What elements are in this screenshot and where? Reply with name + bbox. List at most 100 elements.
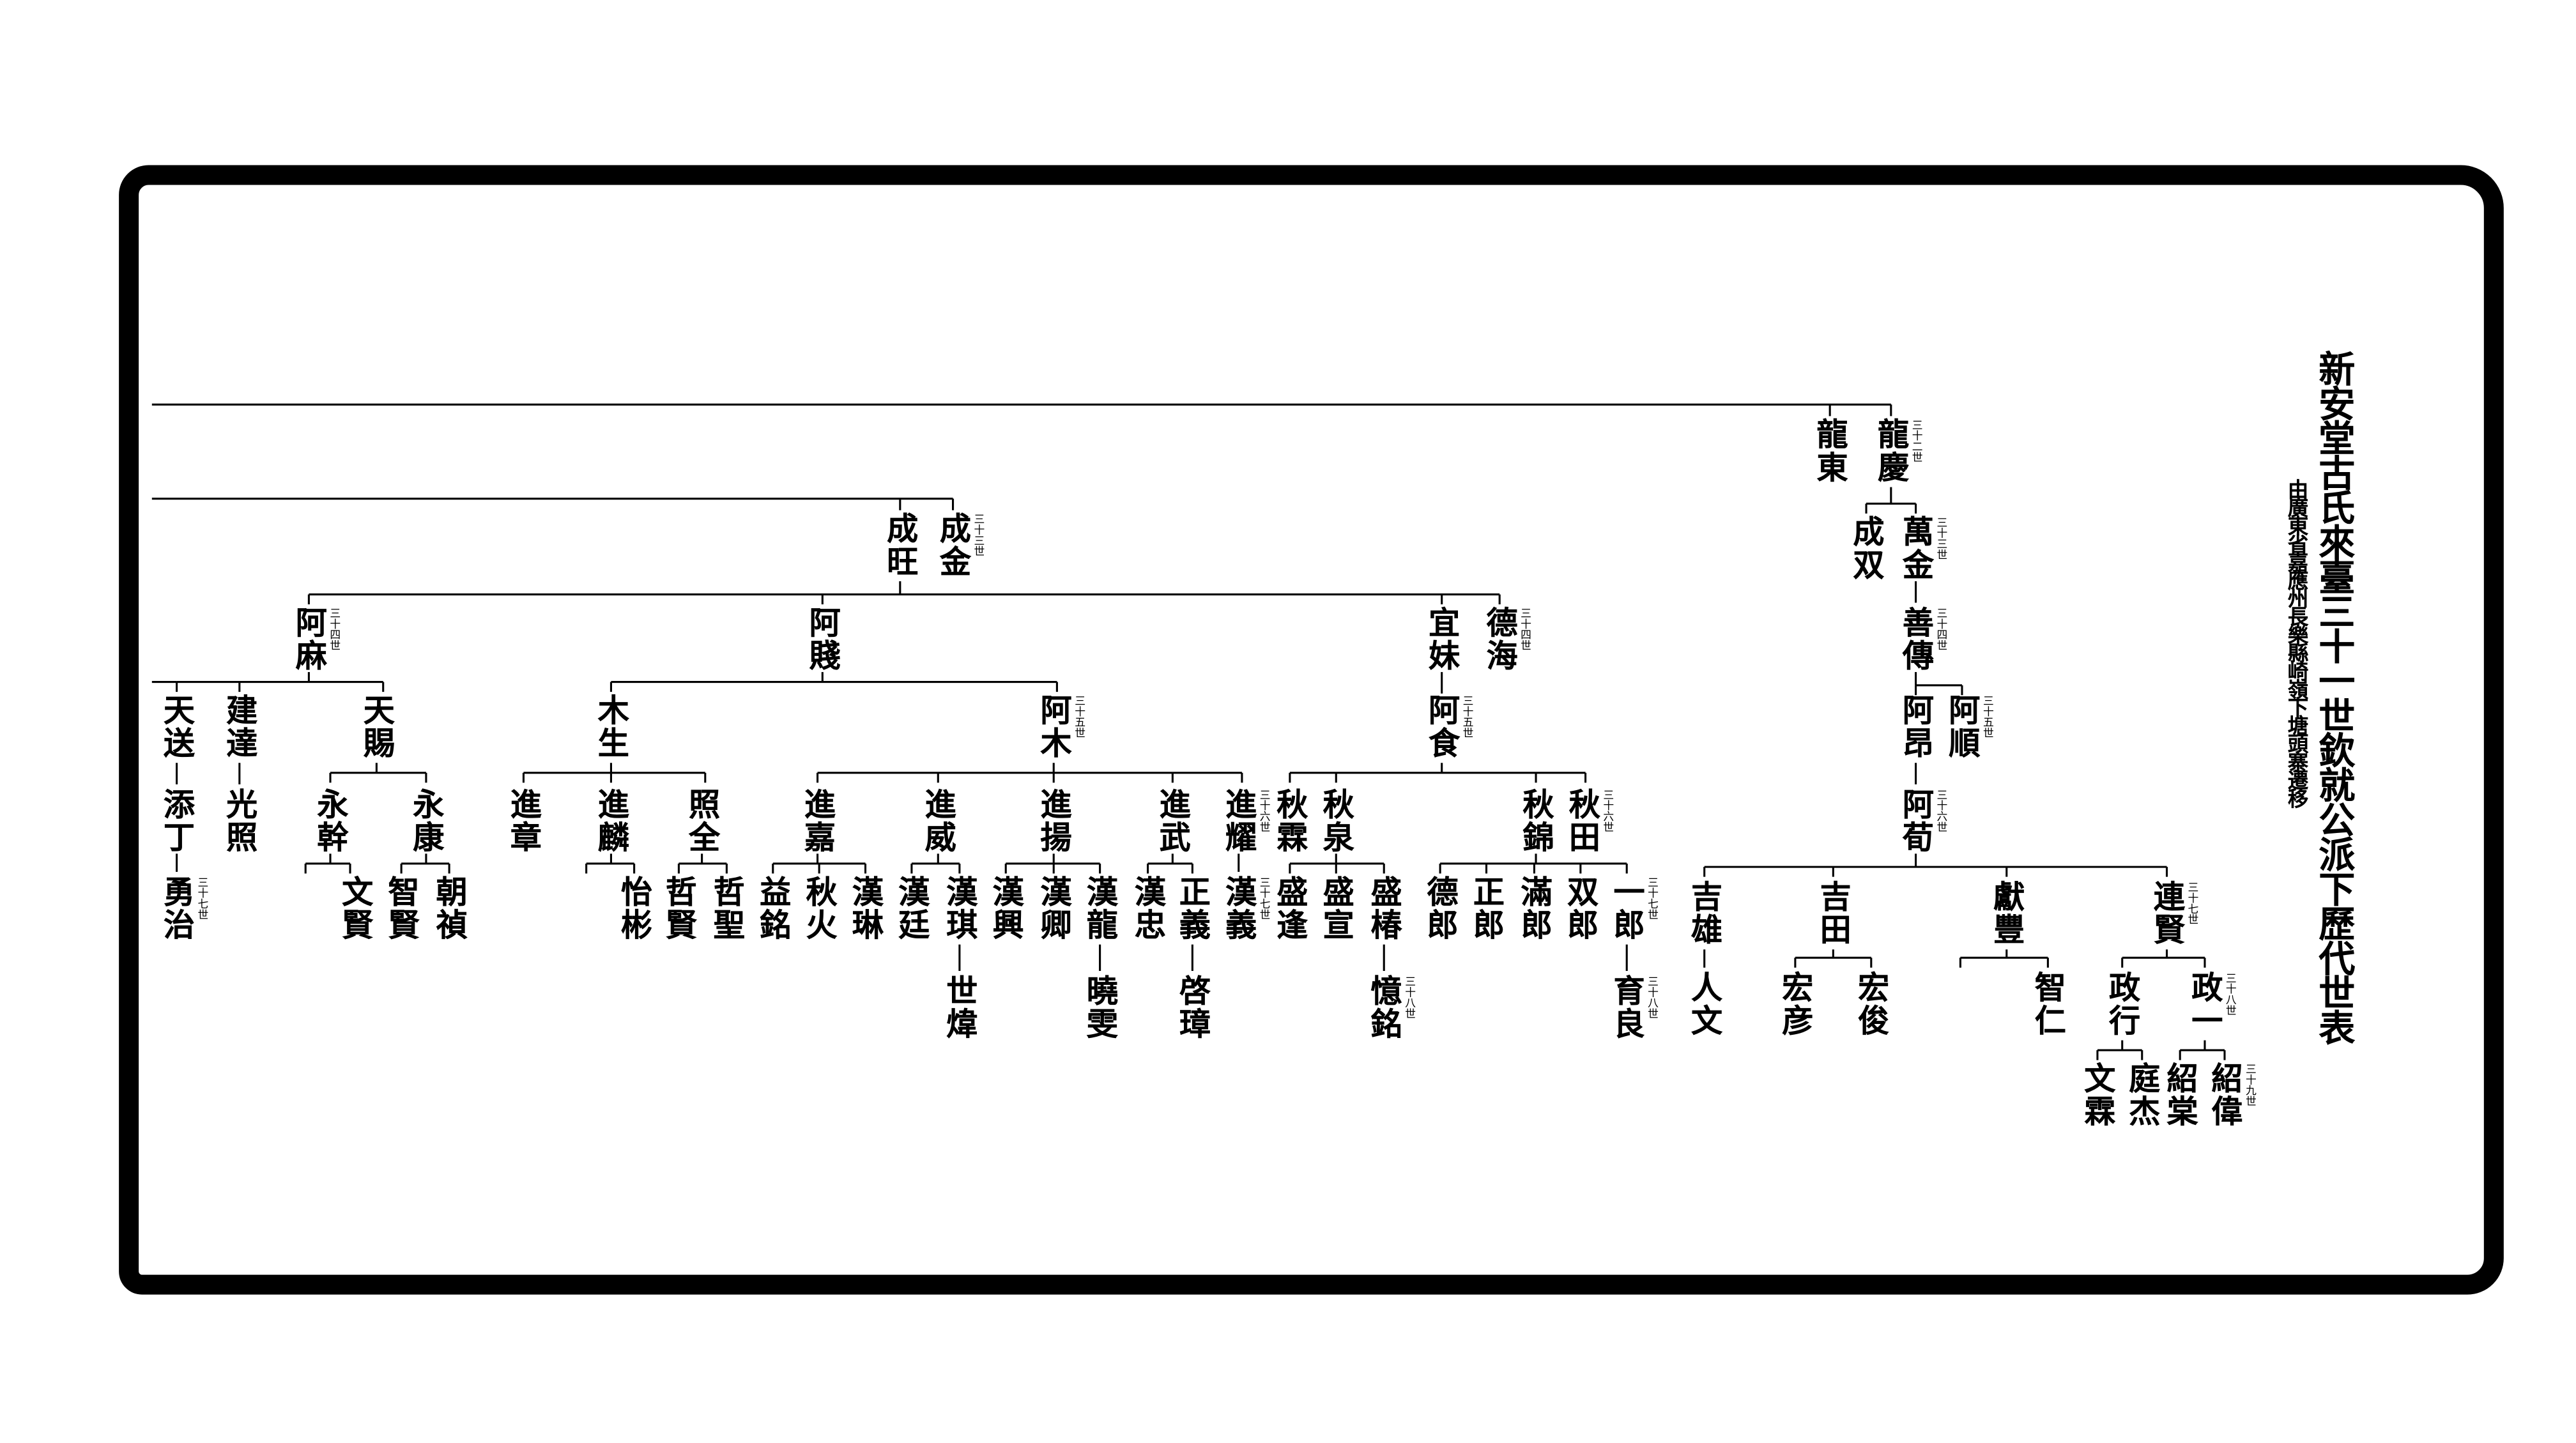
person-tianding: 添丁	[158, 788, 195, 854]
generation-label: 三十七世	[2184, 882, 2198, 925]
generation-label: 三十四世	[326, 607, 341, 651]
person-shaotang: 紹棠	[2161, 1062, 2198, 1128]
person-jinwu: 進武	[1154, 788, 1191, 854]
generation-label: 三十九世	[2242, 1063, 2257, 1106]
person-musheng: 木生	[593, 693, 629, 760]
person-jixiong: 吉雄	[1686, 880, 1723, 947]
person-wanjin: 萬金	[1897, 515, 1935, 581]
person-zhiren: 智仁	[2029, 970, 2066, 1037]
person-wenxian: 文賢	[337, 875, 374, 942]
person-ashun: 阿順	[1943, 693, 1981, 760]
person-yongkang: 永康	[408, 788, 445, 854]
person-longqing: 龍慶	[1873, 418, 1910, 484]
person-chengwang: 成旺	[882, 512, 919, 578]
chart-title: 新安堂古氏來臺三十一世欽就公派下歷代世表	[2312, 350, 2354, 1044]
person-jinlin: 進麟	[593, 788, 629, 854]
person-hongyan: 宏彦	[1777, 970, 1814, 1037]
generation-label: 三十六世	[1257, 789, 1270, 832]
person-yiming: 益銘	[755, 875, 792, 942]
person-hongjun: 宏俊	[1853, 970, 1890, 1037]
person-chengjin: 成金	[935, 512, 971, 578]
person-zhengyi1: 政一	[2186, 970, 2223, 1037]
person-yibin: 怡彬	[616, 875, 653, 942]
person-qiujin: 秋錦	[1517, 788, 1554, 854]
person-tingjie: 庭杰	[2124, 1062, 2161, 1128]
person-jinwei: 進威	[919, 788, 956, 854]
person-yiming2: 憶銘	[1365, 974, 1402, 1041]
generation-label: 三十五世	[1460, 695, 1473, 738]
person-jinjia: 進嘉	[799, 788, 836, 854]
person-chaozhen: 朝禎	[431, 875, 468, 942]
generation-label: 三十八世	[1402, 975, 1416, 1019]
person-jianda: 建達	[221, 693, 258, 760]
person-jinzhang: 進章	[505, 788, 542, 854]
generation-label: 三十六世	[1600, 789, 1614, 832]
generation-label: 三十三世	[970, 513, 985, 557]
person-hanzhong: 漢忠	[1130, 875, 1167, 942]
person-ama: 阿麻	[290, 606, 327, 673]
person-ajian: 阿賤	[804, 606, 841, 673]
generation-label: 三十三世	[1934, 517, 1947, 560]
person-hanxing: 漢興	[987, 875, 1024, 942]
generation-label: 三十七世	[1644, 876, 1659, 920]
person-shanchuan: 善傳	[1897, 606, 1935, 673]
generation-label: 三十六世	[1934, 789, 1947, 832]
page-border-frame	[119, 165, 2504, 1295]
person-hanlin: 漢琳	[847, 875, 884, 942]
person-amu: 阿木	[1035, 693, 1072, 760]
person-xiaowen: 曉雯	[1082, 974, 1119, 1041]
person-chengshuang: 成双	[1848, 515, 1885, 581]
person-zhixian: 智賢	[383, 875, 420, 942]
person-ashi: 阿食	[1423, 693, 1460, 760]
person-shaowei: 紹偉	[2206, 1062, 2243, 1128]
person-jinyang: 進揚	[1035, 788, 1072, 854]
person-shengchun: 盛椿	[1365, 875, 1402, 942]
generation-label: 三十七世	[195, 876, 208, 920]
person-shengxuan: 盛宣	[1317, 875, 1354, 942]
person-qiulin: 秋霖	[1271, 788, 1308, 854]
person-tiansong: 天送	[158, 693, 195, 760]
person-hanting: 漢廷	[893, 875, 930, 942]
generation-label: 三十五世	[1071, 695, 1085, 738]
person-zhexian: 哲賢	[661, 875, 697, 942]
person-yongzhi: 勇治	[158, 875, 195, 942]
generation-label: 三十八世	[1644, 975, 1659, 1019]
generation-label: 三十二世	[1909, 419, 1922, 462]
person-zhengyi: 正義	[1174, 875, 1211, 942]
person-delang: 德郎	[1422, 875, 1459, 942]
person-aang: 阿昂	[1897, 693, 1935, 760]
person-qizhang: 啓璋	[1174, 974, 1211, 1041]
person-hanyi: 漢義	[1220, 875, 1257, 942]
person-qiutian: 秋田	[1563, 788, 1600, 854]
person-zhaoquan: 照全	[684, 788, 721, 854]
person-wenlin: 文霖	[2079, 1062, 2116, 1128]
generation-label: 三十四世	[1517, 607, 1531, 651]
chart-subtitle: 由廣東省嘉應州長樂縣崎嶺下塘頭寨遷移	[2284, 478, 2309, 806]
person-dehai: 德海	[1481, 606, 1518, 673]
person-zhesheng: 哲聖	[708, 875, 745, 942]
generation-label: 三十八世	[2223, 972, 2237, 1016]
generation-label: 三十七世	[1257, 876, 1270, 920]
generation-label: 三十四世	[1934, 607, 1947, 651]
person-yimei: 宜妹	[1423, 606, 1460, 673]
person-hanqi: 漢琪	[941, 875, 978, 942]
person-guangzhao: 光照	[221, 788, 258, 854]
person-jitian: 吉田	[1814, 880, 1851, 947]
person-jinyao: 進耀	[1220, 788, 1257, 854]
person-lianxian: 連賢	[2149, 880, 2185, 947]
person-zhengxing: 政行	[2104, 970, 2141, 1037]
person-qiuhuo: 秋火	[801, 875, 838, 942]
person-hanlong: 漢龍	[1082, 875, 1119, 942]
person-tianci: 天賜	[358, 693, 395, 760]
person-shengfeng: 盛逢	[1271, 875, 1308, 942]
person-qiuquan: 秋泉	[1317, 788, 1354, 854]
person-yonggan: 永幹	[312, 788, 349, 854]
person-hanqing: 漢卿	[1035, 875, 1072, 942]
generation-label: 三十五世	[1980, 695, 1994, 738]
person-axun: 阿荀	[1897, 788, 1935, 854]
person-xianfeng: 獻豐	[1988, 880, 2025, 947]
person-manlang: 滿郎	[1516, 875, 1552, 942]
person-shiwei: 世煒	[941, 974, 978, 1041]
person-yuliang: 育良	[1608, 974, 1645, 1041]
